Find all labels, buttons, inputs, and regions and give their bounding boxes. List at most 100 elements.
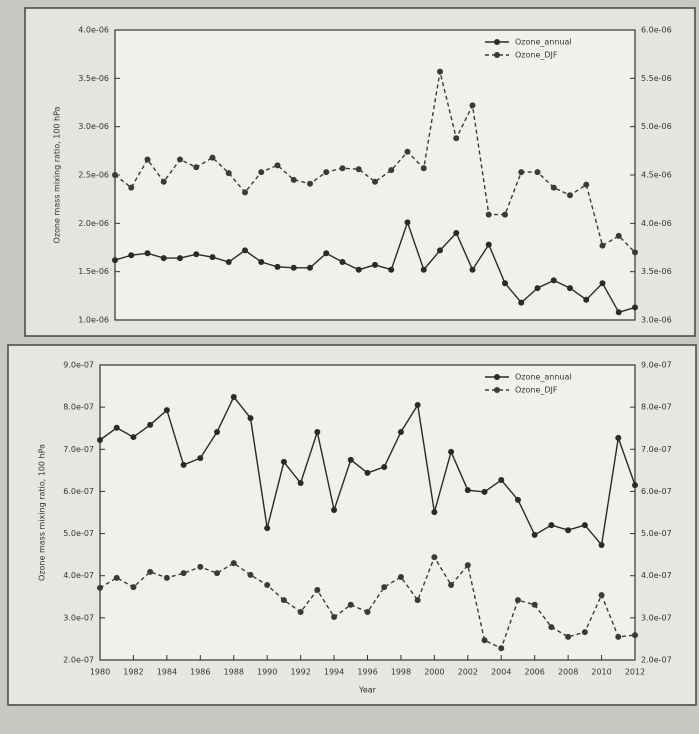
marker <box>209 254 216 261</box>
marker <box>404 219 411 226</box>
marker <box>193 164 200 171</box>
marker <box>144 250 151 257</box>
marker <box>209 154 216 161</box>
marker <box>97 584 103 591</box>
y2-tick-label: 5.0e-06 <box>641 122 672 131</box>
marker <box>331 614 338 621</box>
x-tick-label: 2010 <box>591 668 611 677</box>
marker <box>464 487 471 494</box>
marker <box>197 455 204 462</box>
marker <box>264 581 271 588</box>
legend-marker <box>494 387 500 393</box>
y-tick-label: 6.0e-07 <box>63 487 94 496</box>
y-tick-label: 3.5e-06 <box>78 74 109 83</box>
marker <box>247 415 254 422</box>
marker <box>230 560 237 567</box>
y-tick-label: 4.0e-06 <box>78 26 109 35</box>
marker <box>147 568 154 575</box>
marker <box>453 135 460 142</box>
x-tick-label: 1980 <box>90 668 110 677</box>
x-tick-label: 1996 <box>357 668 377 677</box>
y2-tick-label: 4.0e-07 <box>641 571 672 580</box>
marker <box>113 424 120 431</box>
x-tick-label: 1988 <box>224 668 244 677</box>
marker <box>437 68 443 75</box>
marker <box>160 178 167 185</box>
plot-area <box>114 29 636 321</box>
marker <box>518 169 525 176</box>
y2-tick-label: 6.0e-06 <box>641 26 672 35</box>
y-tick-label: 1.5e-06 <box>78 267 109 276</box>
marker <box>534 169 541 176</box>
marker <box>180 570 187 577</box>
marker <box>414 597 421 604</box>
marker <box>144 156 151 163</box>
marker <box>314 587 321 594</box>
marker <box>420 266 427 273</box>
marker <box>290 176 297 183</box>
y2-tick-label: 3.0e-06 <box>641 316 672 325</box>
y-axis-label: Ozone mass mixing ratio, 100 hPa <box>38 444 47 581</box>
x-tick-label: 1994 <box>324 668 344 677</box>
marker <box>548 624 555 631</box>
marker <box>193 251 200 258</box>
marker <box>225 259 232 265</box>
marker <box>481 637 488 644</box>
marker <box>615 309 622 316</box>
marker <box>518 299 525 306</box>
marker <box>453 230 460 236</box>
marker <box>177 255 183 262</box>
y2-tick-label: 3.0e-07 <box>641 613 672 622</box>
marker <box>163 407 170 414</box>
x-tick-label: 1984 <box>157 668 177 677</box>
marker <box>498 645 505 652</box>
marker <box>214 570 221 577</box>
marker <box>339 259 346 265</box>
marker <box>397 573 404 580</box>
x-tick-label: 1982 <box>123 668 143 677</box>
marker <box>372 178 378 185</box>
marker <box>599 242 606 249</box>
marker <box>372 261 378 268</box>
y-tick-label: 2.0e-06 <box>78 219 109 228</box>
x-tick-label: 2006 <box>525 668 545 677</box>
marker <box>128 252 135 259</box>
marker <box>280 597 287 604</box>
marker <box>583 181 590 188</box>
y2-tick-label: 5.0e-07 <box>641 529 672 538</box>
marker <box>130 584 137 591</box>
marker <box>388 167 395 174</box>
x-tick-label: 2002 <box>458 668 478 677</box>
marker <box>469 266 476 273</box>
marker <box>481 488 488 495</box>
legend-label: Ozone_annual <box>515 38 572 47</box>
marker <box>130 434 137 441</box>
legend-label: Ozone_DJF <box>515 386 558 395</box>
marker <box>355 266 362 273</box>
marker <box>347 601 354 608</box>
marker <box>297 608 304 615</box>
marker <box>485 241 492 248</box>
marker <box>599 280 606 287</box>
marker <box>534 285 541 292</box>
marker <box>531 601 538 608</box>
y-tick-label: 8.0e-07 <box>63 403 94 412</box>
marker <box>355 166 362 173</box>
marker <box>583 296 590 303</box>
marker <box>307 180 313 187</box>
marker <box>498 477 505 484</box>
x-tick-label: 2012 <box>625 668 645 677</box>
marker <box>567 192 573 199</box>
marker <box>565 527 572 534</box>
y-tick-label: 2.0e-07 <box>63 656 94 665</box>
marker <box>598 592 605 599</box>
marker <box>214 429 221 436</box>
marker <box>550 277 557 284</box>
marker <box>339 165 346 172</box>
y-tick-label: 7.0e-07 <box>63 445 94 454</box>
marker <box>258 169 265 176</box>
marker <box>381 584 388 591</box>
y2-tick-label: 5.5e-06 <box>641 74 672 83</box>
marker <box>548 522 555 529</box>
